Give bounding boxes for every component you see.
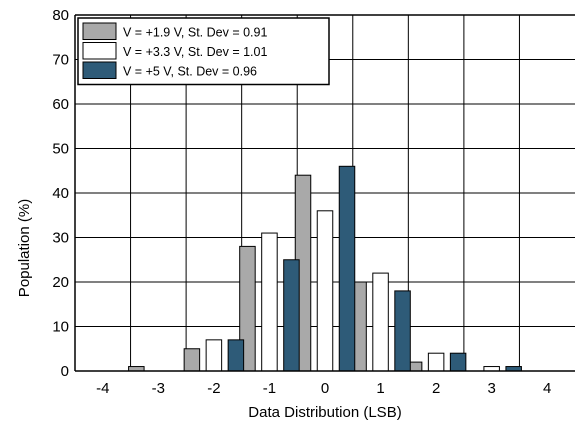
legend: V = +1.9 V, St. Dev = 0.91 V = +3.3 V, St… xyxy=(77,17,330,86)
x-tick-label: -1 xyxy=(263,380,276,397)
bar-2--2 xyxy=(205,339,223,372)
legend-label-2: V = +3.3 V, St. Dev = 1.01 xyxy=(123,45,267,59)
y-tick-label: 10 xyxy=(52,319,69,336)
bar-3-0 xyxy=(338,165,356,372)
legend-swatch-2 xyxy=(82,42,117,60)
tick-labels: 0 10 20 30 40 50 60 70 80 -4 -3 -2 -1 0 1 2 3 4 xyxy=(52,7,551,397)
y-tick-label: 80 xyxy=(52,7,69,24)
bar-2--1 xyxy=(261,232,278,372)
plot-frame xyxy=(74,14,575,372)
x-tick-label: 2 xyxy=(432,380,440,397)
x-tick-label: 4 xyxy=(543,380,551,397)
x-tick-label: -4 xyxy=(96,380,109,397)
x-tick-label: 3 xyxy=(487,380,495,397)
legend-swatch-1 xyxy=(82,22,117,40)
legend-swatch-3 xyxy=(82,61,117,79)
bar-2-0 xyxy=(316,210,334,372)
y-tick-label: 30 xyxy=(52,230,69,247)
y-tick-label: 40 xyxy=(52,185,69,202)
x-tick-label: -2 xyxy=(207,380,220,397)
bar-3--2 xyxy=(227,339,245,372)
x-tick-label: 0 xyxy=(321,380,329,397)
bar-2-2 xyxy=(427,352,445,372)
bar-2-1 xyxy=(372,272,389,372)
legend-box xyxy=(77,17,330,86)
y-tick-label: 70 xyxy=(52,52,69,69)
x-tick-label: -3 xyxy=(152,380,165,397)
bar-3--1 xyxy=(283,259,300,372)
x-tick-label: 1 xyxy=(376,380,384,397)
x-axis-title: Data Distribution (LSB) xyxy=(248,404,401,421)
y-tick-label: 20 xyxy=(52,274,69,291)
bar-3-2 xyxy=(449,352,467,372)
y-tick-label: 0 xyxy=(61,363,69,380)
y-axis-title: Population (%) xyxy=(16,199,33,297)
y-tick-label: 60 xyxy=(52,96,69,113)
bar-1--2 xyxy=(183,348,201,372)
legend-label-3: V = +5 V, St. Dev = 0.96 xyxy=(123,65,257,79)
bars xyxy=(128,165,522,372)
y-tick-label: 50 xyxy=(52,141,69,158)
bar-3-1 xyxy=(394,290,411,372)
legend-label-1: V = +1.9 V, St. Dev = 0.91 xyxy=(123,26,267,40)
